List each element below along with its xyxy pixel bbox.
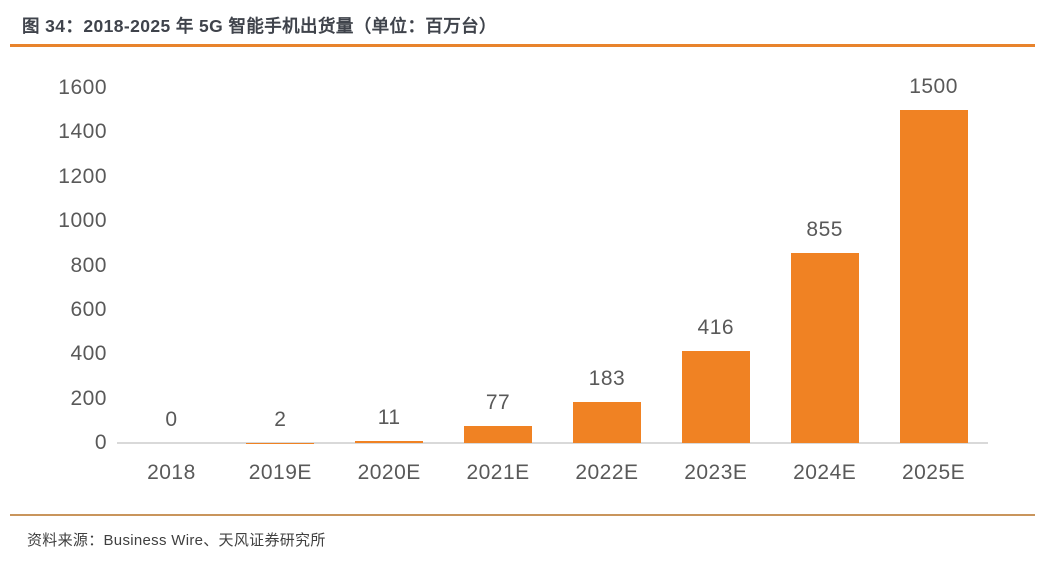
x-tick-label: 2020E [357, 461, 421, 484]
x-tick-label: 2023E [684, 461, 748, 484]
x-axis-line [117, 442, 988, 444]
bar-value-label: 2 [274, 407, 287, 431]
bar [572, 402, 641, 443]
footer-divider [10, 514, 1035, 516]
bar-value-label: 11 [377, 405, 401, 429]
x-tick-label: 2024E [793, 461, 857, 484]
y-tick-label: 0 [94, 431, 107, 454]
bar [899, 110, 968, 443]
bar-value-label: 77 [485, 390, 511, 414]
bar [790, 253, 859, 443]
x-tick-label: 2022E [575, 461, 639, 484]
y-tick-label: 800 [70, 253, 107, 277]
x-tick-label: 2018 [147, 461, 196, 484]
y-tick-label: 1000 [58, 209, 107, 233]
y-tick-label: 1200 [58, 164, 107, 188]
y-tick-label: 1400 [58, 120, 107, 144]
bar [355, 440, 424, 443]
bar-value-label: 416 [697, 315, 735, 339]
y-tick-label: 600 [70, 297, 107, 321]
y-tick-label: 1600 [58, 76, 107, 99]
source-note: 资料来源：Business Wire、天风证券研究所 [27, 532, 326, 549]
y-tick-label: 200 [70, 386, 107, 410]
bar-value-label: 183 [588, 367, 626, 391]
x-tick-label: 2019E [248, 461, 312, 484]
x-tick-label: 2025E [901, 461, 966, 484]
bar [681, 350, 750, 443]
title-underline [10, 44, 1035, 47]
chart-title: 图 34：2018-2025 年 5G 智能手机出货量（单位：百万台） [22, 16, 497, 36]
bar-value-label: 1500 [909, 75, 958, 99]
bar [464, 425, 533, 443]
bar-value-label: 0 [165, 408, 178, 431]
bar-value-label: 855 [806, 218, 843, 242]
y-tick-label: 400 [70, 342, 107, 366]
x-tick-label: 2021E [466, 461, 530, 484]
